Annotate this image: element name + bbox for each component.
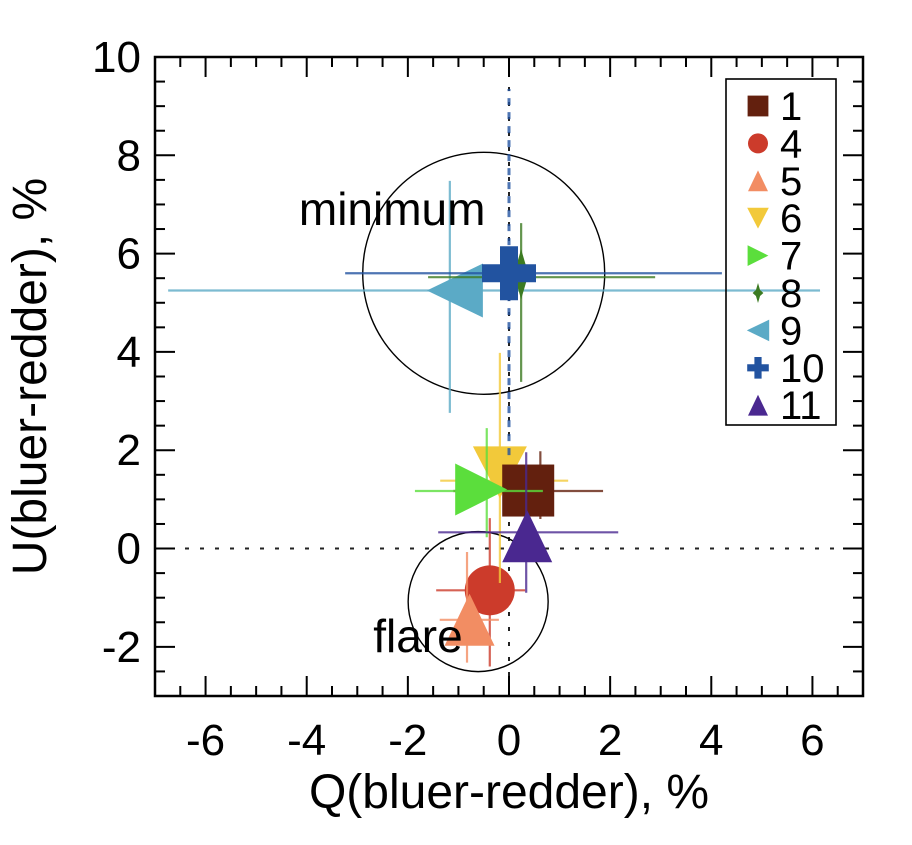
y-tick-label-8: 8 xyxy=(117,131,141,180)
x-tick-label-2: 2 xyxy=(598,716,622,765)
legend-marker-9 xyxy=(746,319,770,342)
legend-label-11: 11 xyxy=(780,384,822,428)
legend-marker-8 xyxy=(752,283,764,303)
legend-box xyxy=(725,78,837,426)
y-tick-label--2: -2 xyxy=(102,623,141,672)
legend-marker-1 xyxy=(747,95,769,117)
marker-7 xyxy=(455,463,508,516)
y-axis-title: U(bluer-redder), % xyxy=(4,178,57,575)
x-tick-label--6: -6 xyxy=(186,716,225,765)
legend-label-9: 9 xyxy=(780,309,802,353)
legend-label-7: 7 xyxy=(780,235,802,279)
marker-10 xyxy=(482,246,536,301)
legend-label-5: 5 xyxy=(780,160,802,204)
x-axis-title: Q(bluer-redder), % xyxy=(309,766,709,819)
annotation-flare: flare xyxy=(373,610,462,662)
y-tick-label-2: 2 xyxy=(117,426,141,475)
legend-marker-4 xyxy=(748,133,768,154)
y-tick-label-0: 0 xyxy=(117,525,141,574)
y-tick-label-4: 4 xyxy=(117,328,141,377)
legend-label-10: 10 xyxy=(780,347,825,391)
y-tick-label-6: 6 xyxy=(117,230,141,279)
marker-5 xyxy=(444,593,495,646)
legend-label-6: 6 xyxy=(780,197,802,241)
marker-9 xyxy=(426,263,483,318)
legend-marker-10 xyxy=(747,357,769,379)
marker-4 xyxy=(464,565,515,616)
legend-label-1: 1 xyxy=(780,85,802,129)
legend-marker-5 xyxy=(748,170,768,192)
marker-11 xyxy=(502,510,553,563)
legend-label-4: 4 xyxy=(780,122,802,166)
x-tick-label--2: -2 xyxy=(388,716,427,765)
annotation-minimum: minimum xyxy=(299,183,486,235)
x-tick-label-4: 4 xyxy=(699,716,723,765)
x-tick-label-6: 6 xyxy=(800,716,824,765)
legend-marker-11 xyxy=(748,394,768,416)
x-tick-label--4: -4 xyxy=(287,716,326,765)
y-tick-label-10: 10 xyxy=(92,33,141,82)
x-tick-label-0: 0 xyxy=(497,716,521,765)
legend-label-8: 8 xyxy=(780,272,802,316)
legend-marker-6 xyxy=(747,207,769,229)
legend-marker-7 xyxy=(747,245,769,266)
